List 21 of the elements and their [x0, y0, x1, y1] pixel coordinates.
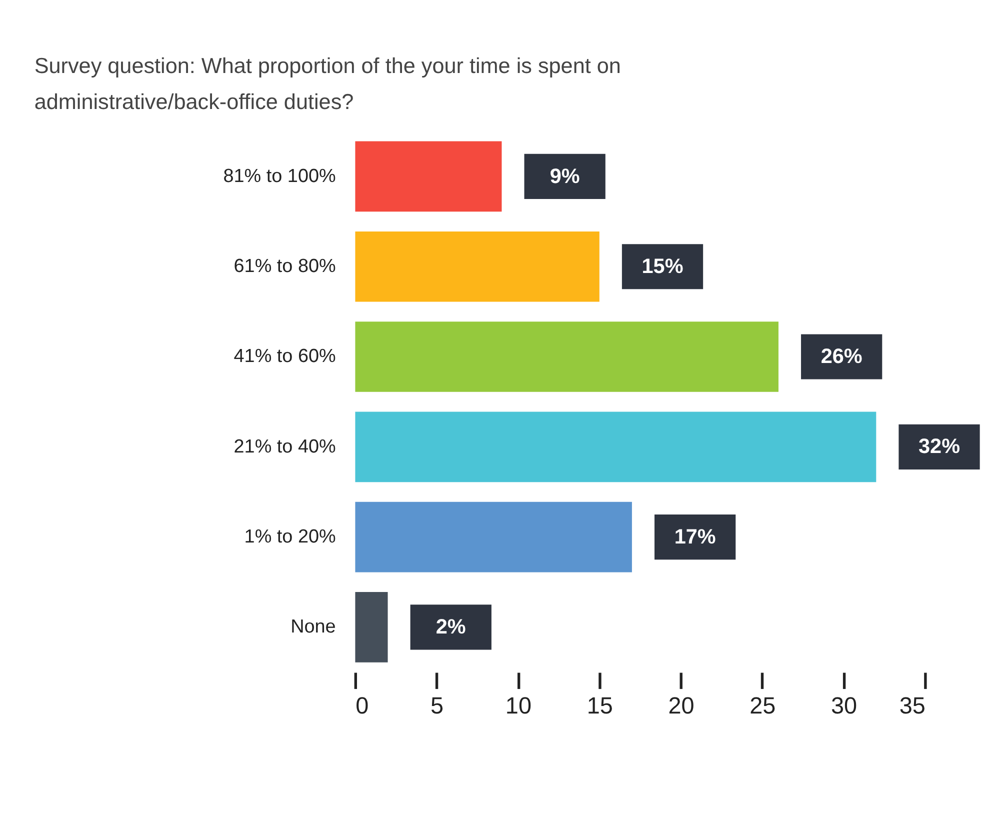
data-label: 32% [918, 435, 960, 458]
x-tick-label: 0 [356, 692, 369, 718]
data-label: 26% [820, 345, 862, 368]
x-tick-label: 25 [750, 692, 776, 718]
x-tick-label: 35 [899, 692, 926, 718]
y-tick-label: None [290, 616, 336, 638]
x-tick-label: 20 [668, 692, 694, 718]
x-tick-label: 30 [831, 692, 858, 718]
data-label: 9% [550, 164, 580, 188]
chart-title: Survey question: What proportion of the your time is spent on administrative/back-office duties? [34, 52, 621, 114]
y-tick-label: 81% to 100% [223, 166, 336, 187]
y-tick-label: 1% to 20% [244, 526, 336, 548]
data-label: 17% [674, 525, 716, 548]
x-tick-label: 5 [430, 692, 444, 718]
y-tick-label: 21% to 40% [234, 436, 336, 458]
x-tick-label: 10 [505, 692, 532, 718]
x-tick-label: 15 [586, 692, 613, 718]
y-tick-label: 41% to 60% [234, 346, 336, 368]
data-label: 15% [642, 254, 684, 278]
y-tick-label: 61% to 80% [234, 256, 336, 278]
data-label: 2% [436, 616, 466, 639]
